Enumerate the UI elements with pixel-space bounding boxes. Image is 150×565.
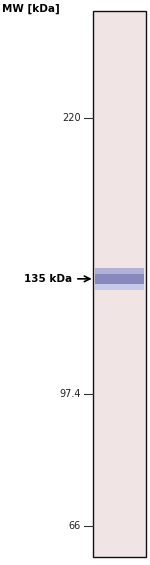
Text: 220: 220	[62, 114, 81, 124]
Bar	[94, 274, 144, 284]
Text: 66: 66	[69, 521, 81, 531]
Bar	[93, 11, 146, 557]
Bar	[94, 284, 144, 290]
Text: 97.4: 97.4	[60, 389, 81, 399]
Text: MW [kDa]: MW [kDa]	[2, 4, 59, 14]
Bar	[94, 268, 144, 274]
Text: 135 kDa: 135 kDa	[24, 274, 72, 284]
